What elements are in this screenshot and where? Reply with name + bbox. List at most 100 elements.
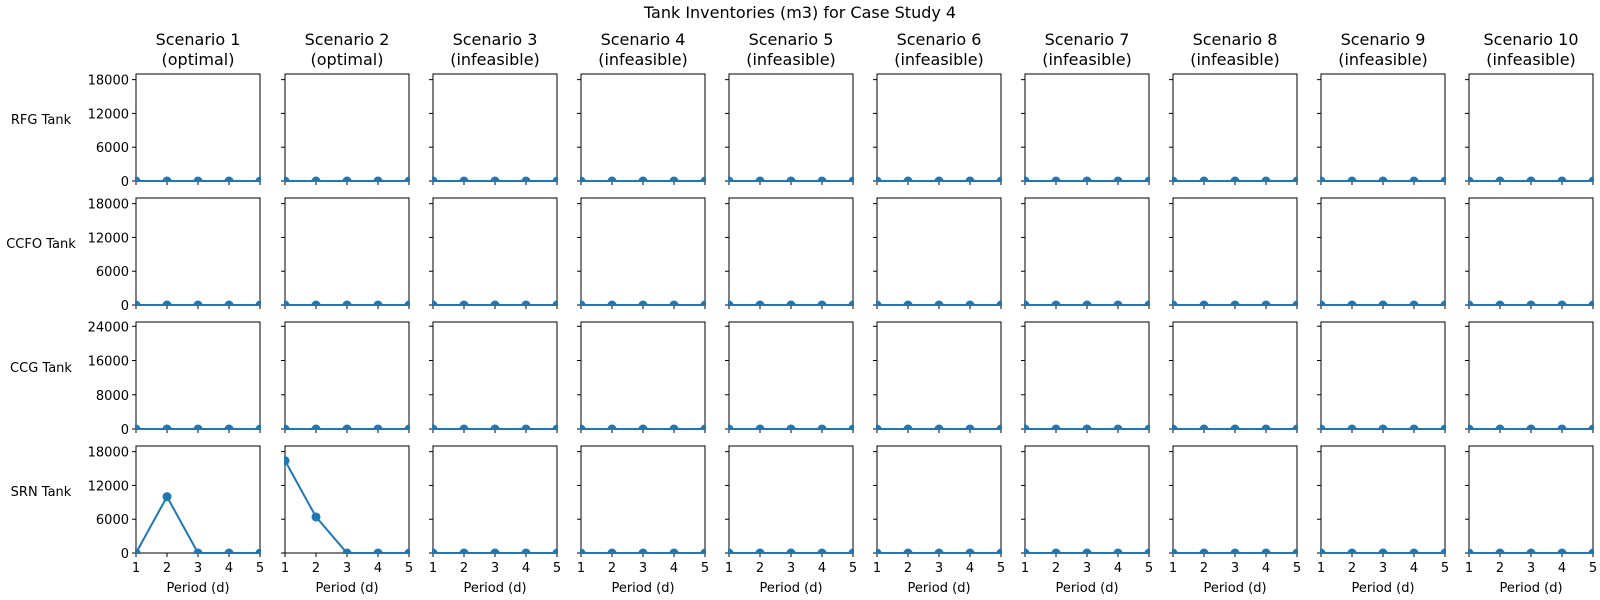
data-point [1172, 548, 1178, 554]
data-point [1320, 300, 1326, 306]
data-point [1082, 176, 1092, 182]
data-point [755, 300, 765, 306]
x-axis-label: Period (d) [611, 581, 674, 596]
scenario-title: (infeasible) [1338, 50, 1428, 69]
data-point [490, 548, 500, 554]
data-point [786, 548, 796, 554]
x-tick-label: 3 [1231, 561, 1239, 576]
data-point [786, 424, 796, 430]
data-point [755, 176, 765, 182]
data-point [1526, 176, 1536, 182]
plot-frame [1172, 197, 1298, 306]
data-point [193, 300, 203, 306]
data-point [1292, 548, 1298, 554]
data-point [728, 300, 734, 306]
data-point [1261, 300, 1271, 306]
data-point [135, 176, 141, 182]
data-point [342, 424, 352, 430]
data-point [373, 424, 383, 430]
data-point [1051, 424, 1061, 430]
x-tick-label: 2 [756, 561, 764, 576]
subplot-grid: Scenario 1(optimal)Scenario 2(optimal)Sc… [6, 30, 1597, 596]
data-point [552, 548, 558, 554]
data-point [311, 424, 321, 430]
subplot: 0 6000 12000 18000 [88, 73, 261, 190]
subplot [281, 73, 410, 185]
data-point [786, 300, 796, 306]
data-point [1113, 300, 1123, 306]
y-tick-label: 6000 [96, 513, 129, 528]
data-point [1199, 176, 1209, 182]
data-point [700, 300, 706, 306]
data-point [521, 176, 531, 182]
subplot: 1 2 3 4 5 Period (d) [281, 445, 413, 596]
data-point [1588, 424, 1594, 430]
data-point [459, 548, 469, 554]
data-point [224, 424, 234, 430]
scenario-title: (infeasible) [1486, 50, 1576, 69]
subplot [429, 73, 558, 185]
data-point [1261, 424, 1271, 430]
data-point [311, 512, 321, 522]
data-point [521, 424, 531, 430]
plot-frame [1024, 321, 1150, 430]
subplot: 0 8000 16000 24000 [88, 320, 261, 438]
data-point [284, 300, 290, 306]
data-point [1292, 176, 1298, 182]
scenario-title: Scenario 3 [453, 30, 538, 49]
plot-frame [1320, 73, 1446, 182]
plot-frame [1320, 197, 1446, 306]
y-tick-label: 6000 [96, 141, 129, 156]
subplot [1317, 73, 1446, 185]
x-tick-label: 2 [460, 561, 468, 576]
scenario-title: Scenario 6 [897, 30, 982, 49]
y-tick-label: 16000 [88, 355, 129, 370]
y-tick-label: 0 [121, 175, 129, 190]
data-point [193, 176, 203, 182]
data-point [580, 424, 586, 430]
data-point [284, 176, 290, 182]
scenario-title: (optimal) [162, 50, 235, 69]
plot-frame [876, 197, 1002, 306]
data-point [817, 548, 827, 554]
x-axis-label: Period (d) [1351, 581, 1414, 596]
data-point [1588, 176, 1594, 182]
x-tick-label: 1 [873, 561, 881, 576]
data-point [607, 176, 617, 182]
data-point [728, 424, 734, 430]
plot-frame [728, 321, 854, 430]
plot-frame [432, 73, 558, 182]
data-point [996, 300, 1002, 306]
data-point [638, 176, 648, 182]
x-tick-label: 1 [1317, 561, 1325, 576]
data-point [404, 548, 410, 554]
plot-frame [580, 321, 706, 430]
subplot [1169, 321, 1298, 433]
data-point [1557, 176, 1567, 182]
x-tick-label: 3 [1527, 561, 1535, 576]
data-point [669, 300, 679, 306]
subplot [1021, 73, 1150, 185]
data-point [1526, 424, 1536, 430]
x-axis-label: Period (d) [463, 581, 526, 596]
data-point [934, 424, 944, 430]
scenario-title: Scenario 10 [1484, 30, 1579, 49]
x-tick-label: 3 [787, 561, 795, 576]
data-point [224, 300, 234, 306]
plot-frame [432, 197, 558, 306]
x-tick-label: 5 [1441, 561, 1449, 576]
data-point [1320, 548, 1326, 554]
subplot [1465, 73, 1594, 185]
data-point [342, 548, 352, 554]
data-point [1409, 300, 1419, 306]
data-point [284, 456, 290, 466]
data-point [1199, 424, 1209, 430]
x-tick-label: 5 [1293, 561, 1301, 576]
x-tick-label: 4 [522, 561, 530, 576]
data-point [1113, 424, 1123, 430]
data-point [1557, 300, 1567, 306]
x-tick-label: 5 [1589, 561, 1597, 576]
data-point [1588, 300, 1594, 306]
data-point [490, 176, 500, 182]
x-tick-label: 5 [849, 561, 857, 576]
